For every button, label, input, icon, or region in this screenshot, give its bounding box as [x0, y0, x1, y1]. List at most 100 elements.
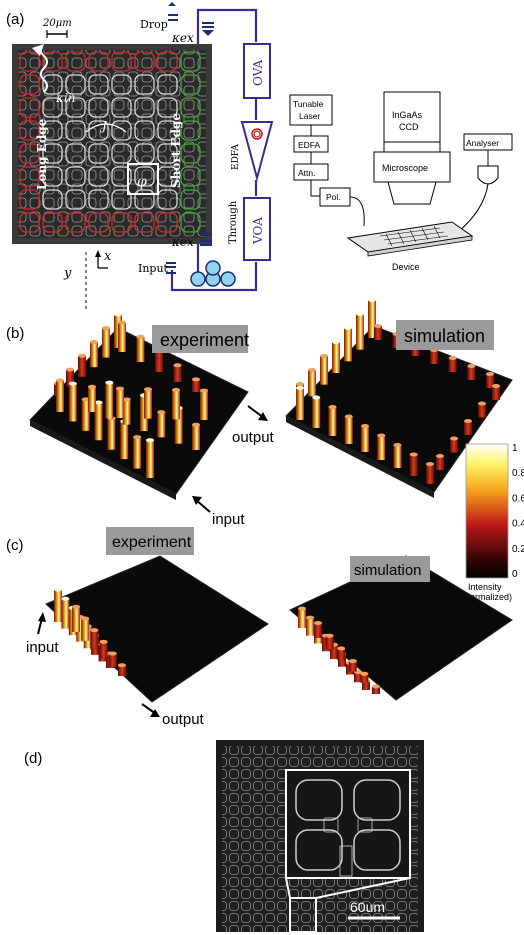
intensity-pillar — [330, 644, 338, 659]
experiment-pillars-c — [54, 587, 126, 676]
pillar-top — [296, 382, 304, 386]
pillar-top — [436, 454, 444, 458]
input-label-c: input — [26, 639, 59, 656]
intensity-pillar — [118, 322, 126, 352]
pillar-top — [200, 388, 208, 393]
pillar-top — [144, 387, 152, 392]
pillar-top — [54, 587, 62, 592]
pillar-top — [99, 639, 108, 644]
lattice-ring — [157, 212, 178, 233]
intensity-pillar — [133, 437, 142, 469]
pillar-top — [348, 659, 357, 664]
intensity-pillar — [450, 438, 458, 453]
panel-label-c: (c) — [6, 537, 24, 554]
intensity-pillar — [105, 382, 114, 419]
polarization-paddles-icon — [190, 260, 236, 287]
pillar-top — [90, 628, 99, 633]
intensity-pillar — [377, 435, 386, 460]
tunable-laser-line1: Tunable — [293, 99, 324, 109]
pillar-top — [478, 401, 486, 406]
intensity-pillar — [337, 648, 346, 661]
intensity-pillar — [81, 618, 90, 641]
lattice-rings — [19, 51, 201, 233]
intensity-pillar — [157, 412, 166, 438]
intensity-pillar — [436, 456, 444, 470]
scale-bar-d-label: 60um — [350, 899, 385, 915]
intensity-pillar — [61, 598, 70, 629]
intensity-pillar — [314, 623, 322, 638]
intensity-pillar — [94, 402, 103, 441]
lattice-ring — [180, 212, 201, 233]
kappa-in-label: κin — [55, 91, 75, 105]
objective-lens — [387, 181, 437, 205]
experiment-pillars-b — [54, 312, 208, 478]
inset-rings — [295, 779, 401, 877]
pillar-top — [78, 353, 86, 358]
intensity-pillar — [172, 389, 180, 420]
zoom-region-box — [289, 897, 317, 933]
tunable-laser-box — [289, 94, 333, 126]
axis-y-label: y — [63, 266, 72, 281]
intensity-pillar — [76, 617, 85, 642]
pillar-top — [118, 320, 126, 325]
intensity-pillar — [298, 608, 306, 628]
lattice-ring — [88, 97, 109, 118]
ova-label: OVA — [251, 60, 265, 86]
lattice-ring — [42, 120, 63, 141]
pillar-top — [332, 340, 340, 344]
fiber-connector-icon — [168, 2, 214, 36]
tunable-laser-line2: Laser — [299, 111, 320, 121]
pillar-top — [360, 671, 369, 676]
pillar-top — [492, 384, 500, 388]
lattice-ring — [180, 143, 201, 164]
input-arrow-b — [195, 499, 211, 513]
lattice-ring — [180, 74, 201, 95]
intensity-pillar — [72, 606, 80, 632]
intensity-pillar — [88, 386, 96, 412]
lattice-ring — [180, 97, 201, 118]
lattice-ring — [111, 120, 132, 141]
intensity-pillar — [372, 686, 380, 694]
pillar-top — [61, 596, 70, 601]
lattice-ring — [88, 143, 109, 164]
pillar-top — [409, 452, 418, 457]
pillar-top — [157, 410, 166, 415]
pillar-top — [308, 368, 316, 372]
intensity-pillar — [430, 350, 438, 364]
intensity-pillar — [78, 355, 86, 377]
lattice-ring — [111, 97, 132, 118]
colorbar-tick-label: 0.8 — [512, 468, 524, 479]
pillar-top — [146, 438, 154, 443]
pillar-top — [192, 422, 200, 427]
lattice-ring — [157, 189, 178, 210]
lattice-ring — [19, 51, 40, 72]
microscope-label: Microscope — [382, 163, 428, 173]
lattice-ring — [65, 143, 86, 164]
intensity-pillar — [393, 445, 402, 468]
simulation-tag-c — [350, 556, 430, 582]
intensity-pillar — [464, 421, 472, 435]
lattice-ring — [19, 166, 40, 187]
lattice-ring — [134, 74, 155, 95]
analyser-label: Analyser — [466, 138, 499, 148]
pillar-top — [448, 356, 457, 360]
lattice-ring — [88, 189, 109, 210]
ingaas-line1: InGaAs — [392, 110, 423, 120]
voa-box — [243, 197, 271, 261]
lattice-ring — [180, 189, 201, 210]
experiment-3d-plane-c — [45, 555, 269, 703]
experiment-label-c: experiment — [112, 534, 192, 551]
colorbar-label-line2: (normalized) — [462, 592, 512, 602]
pillar-top — [72, 604, 80, 609]
coupling-arrow — [85, 123, 127, 133]
ingaas-ccd-box — [383, 91, 441, 143]
pillar-top — [337, 646, 346, 651]
intensity-pillar — [99, 641, 108, 659]
lattice-ring — [134, 166, 155, 187]
lattice-ring — [42, 166, 63, 187]
pillar-top — [314, 621, 322, 625]
intensity-pillar — [426, 464, 434, 484]
pillar-top — [372, 684, 380, 689]
output-label-b: output — [232, 429, 275, 446]
experiment-label-b: experiment — [160, 330, 249, 350]
